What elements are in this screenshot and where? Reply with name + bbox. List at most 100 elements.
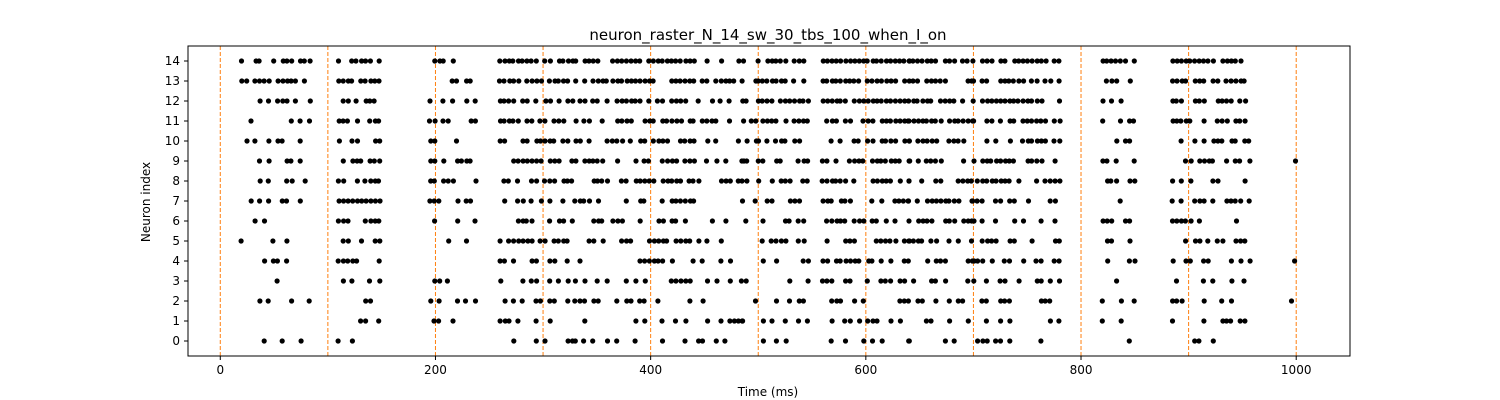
spike-point — [244, 78, 250, 84]
spike-point — [637, 98, 643, 104]
spike-point — [520, 158, 526, 164]
spike-point — [924, 218, 930, 224]
spike-point — [910, 58, 916, 64]
spike-point — [586, 198, 593, 204]
spike-point — [946, 218, 952, 224]
spike-point — [376, 218, 382, 224]
spike-point — [837, 178, 843, 184]
spike-point — [820, 198, 826, 204]
spike-point — [637, 298, 643, 304]
spike-point — [502, 198, 508, 204]
spike-point — [520, 98, 526, 104]
spike-point — [623, 178, 629, 184]
spike-point — [955, 298, 961, 304]
spike-point — [878, 78, 885, 84]
spike-point — [800, 298, 807, 304]
spike-point — [1114, 278, 1120, 284]
spike-point — [760, 318, 767, 324]
spike-point — [1038, 138, 1044, 144]
spike-point — [446, 238, 452, 244]
spike-point — [1210, 178, 1216, 184]
spike-point — [529, 258, 535, 264]
spike-point — [335, 58, 342, 64]
spike-point — [932, 158, 939, 164]
spike-point — [691, 138, 697, 144]
spike-point — [759, 78, 765, 84]
spike-point — [524, 138, 530, 144]
spike-point — [800, 98, 806, 104]
spike-point — [641, 198, 647, 204]
spike-point — [432, 278, 438, 284]
spike-point — [627, 138, 633, 144]
spike-point — [506, 238, 512, 244]
spike-point — [1047, 198, 1053, 204]
spike-point — [786, 298, 793, 304]
spike-point — [735, 178, 741, 184]
spike-point — [683, 278, 689, 284]
spike-point — [968, 178, 974, 184]
spike-point — [1169, 318, 1176, 324]
spike-point — [586, 158, 592, 164]
spike-point — [534, 278, 540, 284]
spike-point — [1220, 318, 1226, 324]
spike-point — [1170, 258, 1176, 264]
spike-point — [1042, 138, 1048, 144]
spike-point — [772, 138, 779, 144]
spike-point — [852, 258, 858, 264]
spike-point — [297, 158, 303, 164]
spike-point — [472, 218, 478, 224]
spike-point — [934, 238, 940, 244]
spike-point — [888, 138, 894, 144]
spike-point — [937, 78, 943, 84]
spike-point — [1127, 118, 1133, 124]
spike-point — [1019, 138, 1026, 144]
spike-point — [542, 338, 548, 344]
spike-point — [1002, 278, 1008, 284]
spike-point — [674, 118, 680, 124]
spike-point — [279, 198, 285, 204]
spike-point — [865, 118, 871, 124]
spike-point — [515, 198, 521, 204]
spike-point — [502, 138, 508, 144]
spike-point — [791, 118, 797, 124]
spike-point — [902, 278, 908, 284]
spike-point — [340, 78, 346, 84]
spike-point — [695, 98, 701, 104]
spike-point — [543, 98, 549, 104]
spike-point — [1232, 58, 1238, 64]
spike-point — [450, 178, 456, 184]
spike-point — [946, 238, 952, 244]
spike-point — [1007, 118, 1013, 124]
spike-point — [911, 278, 917, 284]
spike-point — [1132, 178, 1138, 184]
spike-point — [1224, 118, 1230, 124]
spike-point — [1006, 178, 1012, 184]
spike-point — [682, 198, 688, 204]
spike-point — [551, 298, 557, 304]
spike-point — [942, 98, 948, 104]
spike-point — [1024, 118, 1030, 124]
spike-point — [341, 198, 347, 204]
spike-point — [659, 198, 665, 204]
spike-point — [925, 258, 931, 264]
spike-point — [1170, 118, 1176, 124]
spike-point — [297, 58, 304, 64]
spike-point — [279, 138, 285, 144]
spike-point — [340, 118, 346, 124]
spike-point — [993, 338, 999, 344]
spike-point — [1127, 218, 1133, 224]
spike-point — [1173, 98, 1179, 104]
spike-point — [1038, 278, 1044, 284]
spike-point — [565, 338, 571, 344]
spike-point — [547, 298, 553, 304]
spike-point — [682, 138, 688, 144]
spike-point — [965, 318, 971, 324]
y-tick-label: 13 — [165, 74, 180, 88]
spike-point — [705, 318, 711, 324]
spike-point — [989, 258, 995, 264]
spike-point — [869, 78, 875, 84]
spike-point — [463, 198, 469, 204]
spike-points — [238, 58, 1299, 344]
spike-point — [497, 118, 504, 124]
spike-point — [851, 98, 857, 104]
